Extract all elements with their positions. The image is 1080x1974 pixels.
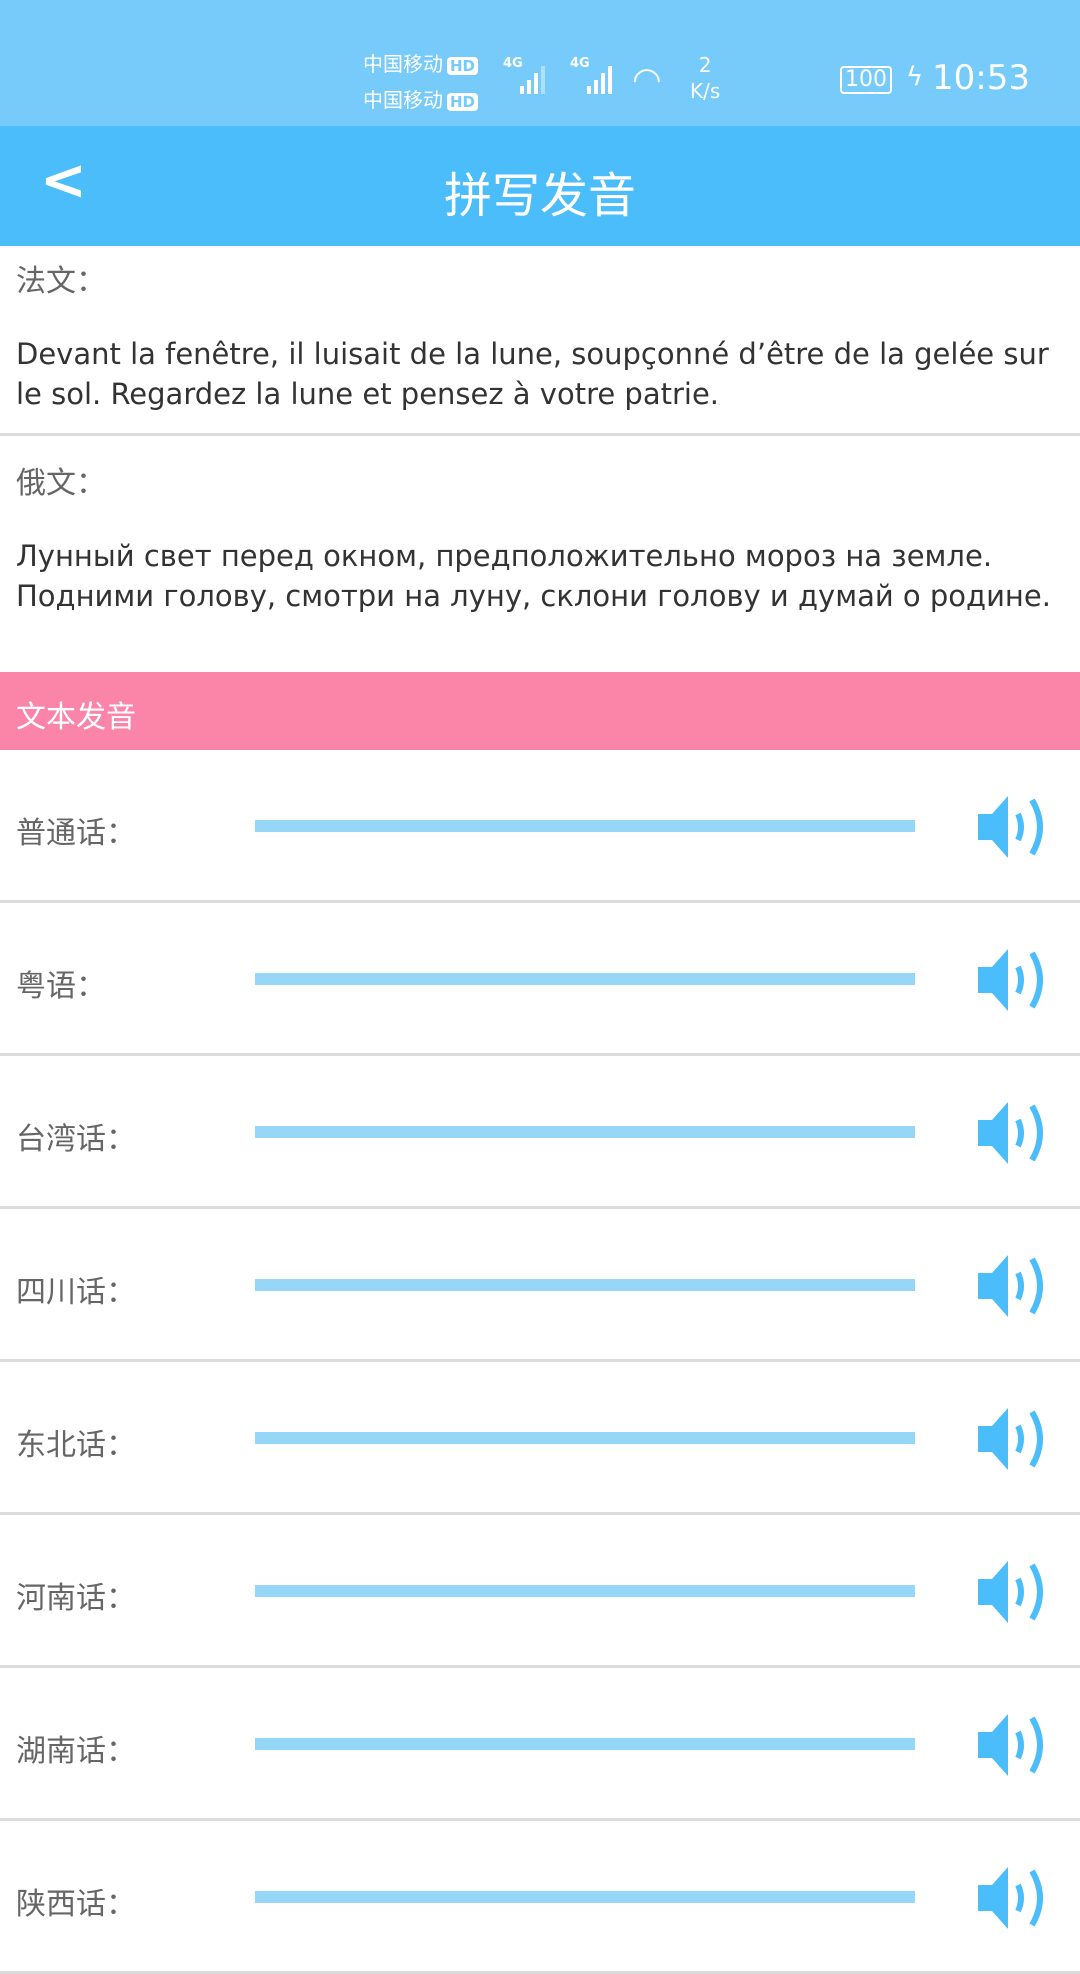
speaker-icon[interactable] [978, 1559, 1060, 1625]
speaker-icon[interactable] [978, 1100, 1060, 1166]
speaker-icon[interactable] [978, 1406, 1060, 1472]
carrier-1: 中国移动 HD [363, 48, 479, 77]
carrier-name: 中国移动 [363, 52, 443, 76]
charging-icon: ϟ [906, 62, 924, 92]
dialect-row: 陕西话： [0, 1821, 1080, 1974]
signal-icon [520, 62, 545, 94]
dialect-label: 东北话： [16, 1428, 136, 1463]
clock: 10:53 [932, 58, 1030, 98]
status-bar: 中国移动 HD 中国移动 HD 4G 4G ◠ 2 K/s 100 ϟ 10:53 [0, 0, 1080, 126]
hd-badge: HD [447, 57, 479, 75]
dialect-label: 河南话： [16, 1581, 136, 1616]
chevron-left-icon[interactable]: < [40, 148, 87, 213]
french-label: 法文： [16, 264, 106, 299]
dialect-label: 湖南话： [16, 1734, 136, 1769]
dialect-label: 四川话： [16, 1275, 136, 1310]
french-text: Devant la fenêtre, il luisait de la lune… [16, 337, 1049, 411]
section-header: 文本发音 [0, 672, 1080, 750]
russian-label: 俄文： [16, 466, 106, 501]
network-type: 4G [570, 56, 590, 71]
dialect-row: 粤语： [0, 903, 1080, 1056]
audio-progress-slider[interactable] [255, 820, 915, 832]
speaker-icon[interactable] [978, 1865, 1060, 1931]
dialect-label: 台湾话： [16, 1122, 136, 1157]
dialect-row: 普通话： [0, 750, 1080, 903]
speed-value: 2 [698, 53, 712, 77]
dialect-label: 粤语： [16, 969, 106, 1004]
hd-badge: HD [447, 93, 479, 111]
network-type: 4G [503, 56, 523, 71]
network-speed: 2 K/s [690, 52, 720, 104]
dialect-row: 台湾话： [0, 1056, 1080, 1209]
audio-progress-slider[interactable] [255, 1738, 915, 1750]
dialect-row: 湖南话： [0, 1668, 1080, 1821]
audio-progress-slider[interactable] [255, 973, 915, 985]
dialect-row: 四川话： [0, 1209, 1080, 1362]
audio-progress-slider[interactable] [255, 1279, 915, 1291]
wifi-icon: ◠ [632, 60, 662, 100]
dialect-row: 东北话： [0, 1362, 1080, 1515]
speaker-icon[interactable] [978, 1712, 1060, 1778]
audio-progress-slider[interactable] [255, 1126, 915, 1138]
app-header: < 拼写发音 [0, 126, 1080, 246]
russian-text: Лунный свет перед окном, предположительн… [16, 539, 1051, 613]
speaker-icon[interactable] [978, 794, 1060, 860]
dialect-label: 普通话： [16, 816, 136, 851]
signal-icon [587, 62, 612, 94]
battery-icon: 100 [840, 66, 892, 94]
dialect-label: 陕西话： [16, 1887, 136, 1922]
carrier-2: 中国移动 HD [363, 84, 479, 113]
carrier-name: 中国移动 [363, 88, 443, 112]
speaker-icon[interactable] [978, 1253, 1060, 1319]
audio-progress-slider[interactable] [255, 1432, 915, 1444]
audio-progress-slider[interactable] [255, 1585, 915, 1597]
page-title: 拼写发音 [443, 168, 636, 224]
audio-progress-slider[interactable] [255, 1891, 915, 1903]
divider [0, 433, 1080, 436]
speed-unit: K/s [690, 79, 721, 103]
dialect-row: 河南话： [0, 1515, 1080, 1668]
speaker-icon[interactable] [978, 947, 1060, 1013]
